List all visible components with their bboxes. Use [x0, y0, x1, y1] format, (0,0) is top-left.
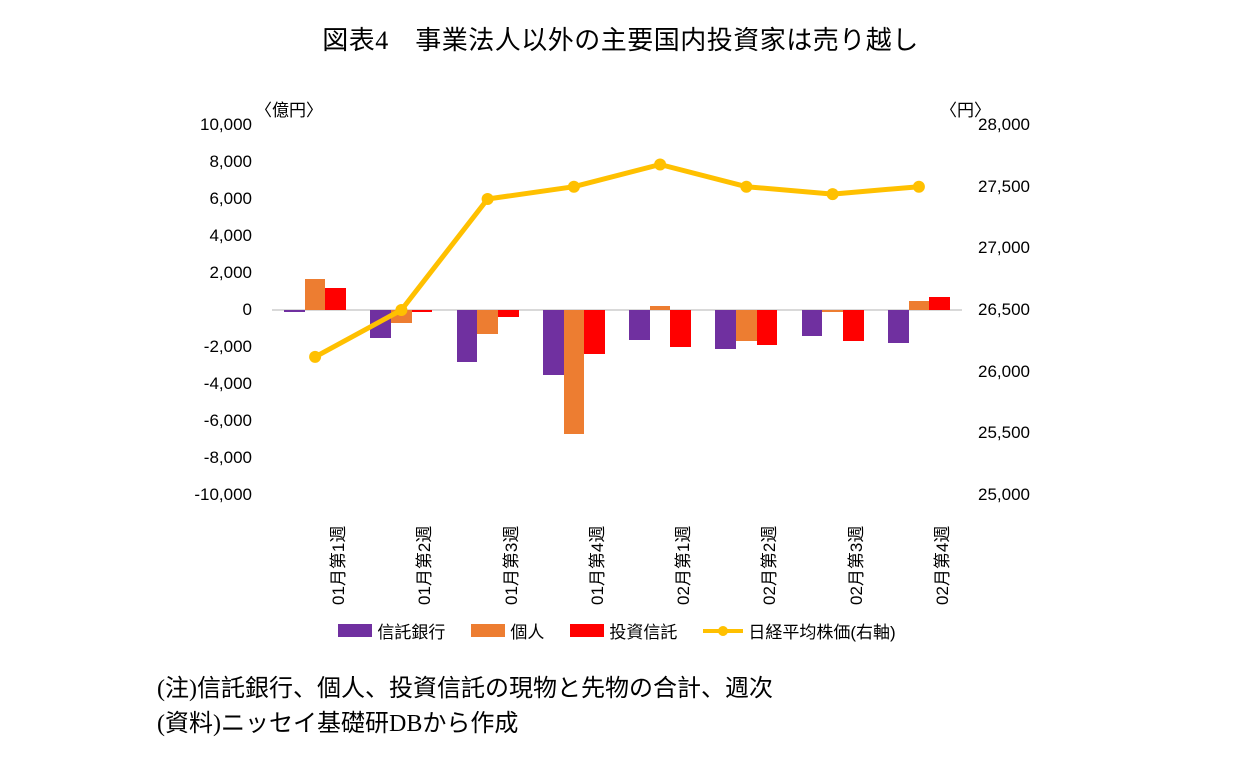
category-label: 01月第2週	[415, 525, 435, 605]
right-tick-label: 27,500	[978, 176, 1030, 196]
bar-investment-trust	[756, 310, 778, 346]
footnote-note: (注)信託銀行、個人、投資信託の現物と先物の合計、週次	[157, 676, 773, 702]
left-tick-label: -4,000	[203, 374, 252, 393]
legend-label: 投資信託	[609, 623, 678, 642]
left-tick-label: 2,000	[209, 263, 252, 282]
bar-investment-trust	[842, 310, 864, 342]
right-tick-label: 26,500	[978, 300, 1030, 319]
legend-color-swatch-icon	[570, 624, 605, 637]
category-label: 01月第3週	[501, 525, 521, 605]
category-label: 01月第1週	[329, 525, 349, 605]
bar-individual	[736, 310, 757, 342]
bar-individual	[477, 310, 498, 335]
nikkei-data-point	[395, 304, 408, 316]
left-tick-label: 0	[242, 300, 252, 319]
legend-item[interactable]: 個人	[471, 618, 544, 643]
left-tick-label: -2,000	[203, 337, 252, 356]
bar-group	[887, 125, 950, 495]
bar-trust-bank	[801, 310, 823, 336]
left-tick-label: 4,000	[209, 226, 252, 245]
zero-baseline	[272, 309, 962, 311]
right-tick-label: 27,000	[978, 238, 1030, 258]
left-tick-label: 6,000	[209, 189, 252, 208]
bar-group	[456, 125, 519, 495]
legend-label: 個人	[510, 623, 545, 642]
nikkei-data-point	[481, 193, 494, 205]
nikkei-line-series	[309, 158, 925, 363]
category-label: 02月第1週	[674, 525, 694, 605]
plot-region	[272, 125, 962, 495]
bar-group	[542, 125, 605, 495]
page-title: 図表4 事業法人以外の主要国内投資家は売り越し	[322, 26, 919, 55]
bar-trust-bank	[887, 310, 909, 344]
nikkei-data-point	[654, 158, 667, 171]
legend-label: 日経平均株価(右軸)	[748, 623, 896, 642]
bar-trust-bank	[456, 310, 478, 362]
right-tick-label: 26,000	[978, 361, 1030, 381]
bar-group	[629, 125, 692, 495]
left-axis-unit: 〈億円〉	[255, 101, 323, 120]
bar-group	[801, 125, 864, 495]
bar-trust-bank	[284, 310, 305, 312]
bar-individual	[908, 300, 930, 310]
bar-individual	[563, 310, 585, 434]
right-tick-label: 28,000	[978, 115, 1030, 134]
nikkei-data-point	[912, 180, 925, 193]
left-tick-label: -6,000	[203, 411, 252, 430]
nikkei-data-point	[309, 350, 322, 363]
legend-item[interactable]: 信託銀行	[338, 618, 445, 643]
right-axis-unit: 〈円〉	[940, 101, 991, 120]
bar-individual	[822, 310, 843, 312]
bar-investment-trust	[411, 310, 433, 312]
bar-investment-trust	[584, 310, 605, 355]
bar-individual	[304, 278, 326, 310]
bar-investment-trust	[497, 310, 519, 318]
nikkei-data-point	[567, 180, 580, 193]
category-label: 02月第3週	[846, 525, 866, 605]
category-label: 02月第2週	[760, 525, 780, 605]
footnote-source: (資料)ニッセイ基礎研DBから作成	[157, 710, 519, 737]
bar-group	[715, 125, 778, 495]
legend-color-swatch-icon	[471, 624, 506, 637]
chart-legend: 信託銀行 個人 投資信託 日経平均株価(右軸)	[272, 618, 962, 643]
bar-individual	[649, 306, 671, 310]
left-tick-label: 10,000	[200, 115, 252, 134]
footnotes: (注)信託銀行、個人、投資信託の現物と先物の合計、週次 (資料)ニッセイ基礎研D…	[157, 672, 773, 742]
left-tick-label: -10,000	[194, 485, 252, 504]
legend-item[interactable]: 日経平均株価(右軸)	[703, 618, 896, 643]
bar-group	[284, 125, 347, 495]
bar-investment-trust	[325, 287, 347, 310]
nikkei-data-point	[826, 188, 839, 201]
right-tick-label: 25,500	[978, 423, 1030, 443]
nikkei-line-path	[312, 162, 922, 360]
bar-trust-bank	[542, 310, 564, 375]
left-tick-label: -8,000	[203, 448, 252, 467]
bar-trust-bank	[629, 310, 650, 340]
bar-investment-trust	[670, 310, 692, 347]
right-tick-label: 25,000	[978, 485, 1030, 504]
nikkei-data-point	[740, 180, 753, 193]
category-label: 02月第4週	[932, 525, 952, 605]
legend-line-marker-icon	[703, 624, 744, 637]
left-tick-label: 8,000	[209, 152, 252, 171]
legend-label: 信託銀行	[377, 623, 446, 642]
bar-trust-bank	[715, 310, 736, 349]
bar-investment-trust	[929, 297, 950, 310]
category-label: 01月第4週	[587, 525, 607, 605]
legend-color-swatch-icon	[338, 624, 373, 637]
legend-item[interactable]: 投資信託	[570, 618, 677, 643]
